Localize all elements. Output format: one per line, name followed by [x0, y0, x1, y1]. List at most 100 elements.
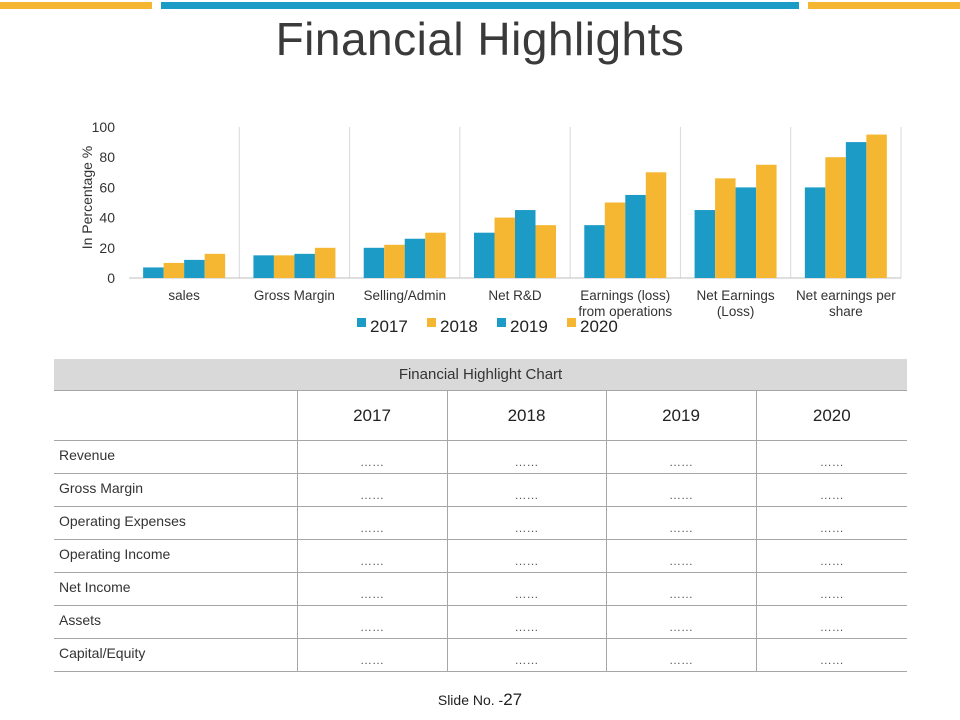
table-row: Gross Margin……………………: [54, 473, 908, 507]
table-cell: ……: [755, 605, 908, 639]
table-row: Net Income……………………: [54, 572, 908, 606]
legend-swatch-2019: [497, 318, 506, 327]
table-cell: ……: [605, 572, 756, 606]
top-accent-bar-middle: [161, 2, 799, 9]
bar-2018: [384, 244, 405, 278]
bar-2017: [694, 210, 716, 278]
x-category-label: share: [829, 304, 863, 319]
bar-2017: [474, 232, 495, 278]
table-cell: ……: [446, 572, 606, 606]
y-tick-label: 0: [107, 270, 115, 286]
top-accent-bar-left: [0, 2, 152, 9]
table-cell: ……: [446, 506, 606, 540]
table-cell: ……: [755, 572, 908, 606]
table-header-row: 2017 2018 2019 2020: [54, 390, 908, 441]
table-cell: ……: [446, 473, 606, 507]
y-tick-label: 100: [92, 119, 116, 135]
table-row: Operating Expenses……………………: [54, 506, 908, 540]
bar-2019: [845, 142, 867, 278]
table-row: Assets……………………: [54, 605, 908, 639]
bar-2020: [314, 247, 336, 278]
table-header-corner: [54, 390, 297, 441]
bar-2017: [253, 255, 274, 278]
bar-2018: [163, 262, 185, 278]
y-tick-label: 40: [99, 210, 115, 226]
legend-swatch-2018: [427, 318, 436, 327]
table-cell: ……: [605, 506, 756, 540]
table-cell: ……: [755, 638, 908, 672]
table-header-year: 2019: [605, 390, 756, 441]
x-category-label: Gross Margin: [254, 288, 335, 303]
table-cell: ……: [296, 473, 447, 507]
table-row: Revenue……………………: [54, 440, 908, 474]
bar-2020: [204, 253, 226, 278]
table-cell: ……: [296, 440, 447, 474]
bar-2020: [866, 134, 887, 278]
table-row-label: Revenue: [54, 440, 297, 474]
table-cell: ……: [446, 539, 606, 573]
bar-2017: [143, 267, 164, 278]
y-tick-label: 20: [99, 240, 115, 256]
slide-number-label: Slide No. -: [437, 692, 504, 708]
legend-label: 2019: [510, 317, 548, 336]
table-cell: ……: [605, 539, 756, 573]
table-row-label: Operating Expenses: [54, 506, 297, 540]
table-cell: ……: [605, 473, 756, 507]
x-category-label: Earnings (loss): [580, 288, 670, 303]
table-header-year: 2018: [446, 390, 606, 441]
table-cell: ……: [296, 539, 447, 573]
bar-2019: [735, 187, 757, 278]
bar-2019: [404, 238, 426, 278]
table-cell: ……: [296, 605, 447, 639]
table-cell: ……: [296, 572, 447, 606]
x-category-label: Net R&D: [488, 288, 542, 303]
table-cell: ……: [755, 539, 908, 573]
legend-swatch-2017: [357, 318, 366, 327]
legend-label: 2020: [580, 317, 618, 336]
table-header-year: 2017: [296, 390, 447, 441]
table-cell: ……: [446, 638, 606, 672]
slide-number: Slide No. -27: [0, 690, 960, 710]
slide-title: Financial Highlights: [275, 13, 685, 65]
table-cell: ……: [446, 440, 606, 474]
x-category-label: Net Earnings: [697, 288, 775, 303]
bar-2017: [584, 225, 605, 278]
x-category-label: sales: [168, 288, 200, 303]
x-category-label: Net earnings per: [796, 288, 896, 303]
table-row-label: Gross Margin: [54, 473, 297, 507]
table-cell: ……: [446, 605, 606, 639]
table-caption: Financial Highlight Chart: [54, 359, 908, 391]
bar-2018: [825, 157, 846, 278]
slide-number-value: 27: [503, 690, 523, 709]
bar-2019: [294, 253, 315, 278]
y-axis-label: In Percentage %: [79, 146, 95, 250]
legend-label: 2017: [370, 317, 408, 336]
table-header-year: 2020: [755, 390, 908, 441]
table-cell: ……: [605, 440, 756, 474]
y-tick-label: 60: [99, 179, 115, 195]
table-cell: ……: [605, 638, 756, 672]
table-cell: ……: [296, 638, 447, 672]
table-cell: ……: [755, 440, 908, 474]
table-row-label: Operating Income: [54, 539, 297, 573]
bar-chart: 0 20 40 60 80 100 In Percentage % sales Gross Ma…: [79, 119, 902, 336]
bar-2020: [535, 225, 556, 278]
x-category-label: Selling/Admin: [363, 288, 446, 303]
table-cell: ……: [296, 506, 447, 540]
y-tick-label: 80: [99, 149, 115, 165]
table-cell: ……: [605, 605, 756, 639]
table-row-label: Net Income: [54, 572, 297, 606]
x-category-label: from operations: [578, 304, 672, 319]
x-category-label: (Loss): [717, 304, 755, 319]
bar-2020: [756, 164, 777, 278]
bar-2018: [494, 217, 515, 278]
table-row-label: Capital/Equity: [54, 638, 297, 672]
bar-2017: [804, 187, 826, 278]
financial-highlight-table: Financial Highlight Chart 2017 2018 2019…: [54, 359, 908, 672]
legend-label: 2018: [440, 317, 478, 336]
bar-2018: [715, 178, 736, 278]
table-cell: ……: [755, 506, 908, 540]
table-row: Capital/Equity……………………: [54, 638, 908, 672]
table-row: Operating Income……………………: [54, 539, 908, 573]
legend-swatch-2020: [567, 318, 576, 327]
